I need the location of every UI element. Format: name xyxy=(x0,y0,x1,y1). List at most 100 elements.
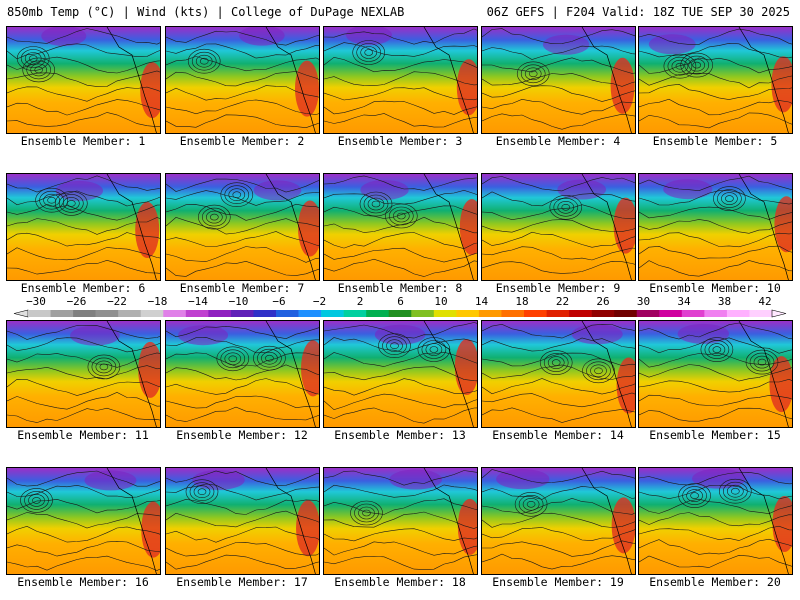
wind-contour xyxy=(166,190,319,206)
low-pressure-swirl xyxy=(360,46,378,59)
low-pressure-swirl xyxy=(686,489,703,502)
colorbar-label: 6 xyxy=(397,295,404,308)
low-pressure-swirl xyxy=(354,503,379,523)
wind-contour xyxy=(482,337,635,352)
wind-contour xyxy=(482,497,635,515)
low-pressure-swirl xyxy=(209,213,219,221)
member-caption: Ensemble Member: 16 xyxy=(17,575,149,589)
temperature-map xyxy=(482,27,635,133)
member-caption: Ensemble Member: 11 xyxy=(17,428,149,442)
temperature-map xyxy=(482,321,635,427)
wind-contour xyxy=(7,43,160,60)
low-pressure-swirl xyxy=(590,364,607,378)
temperature-map xyxy=(166,468,319,574)
colorbar-swatch xyxy=(726,310,750,317)
low-pressure-swirl xyxy=(757,358,767,366)
low-pressure-swirl xyxy=(518,494,544,514)
low-pressure-swirl xyxy=(688,58,706,72)
wind-contour xyxy=(7,365,160,380)
coastline xyxy=(581,174,632,280)
member-caption: Ensemble Member: 7 xyxy=(179,281,305,295)
wind-contour xyxy=(7,555,160,571)
wind-contour xyxy=(482,98,635,115)
low-pressure-swirl xyxy=(690,492,699,499)
ensemble-panel xyxy=(6,173,161,281)
wind-contour xyxy=(639,28,792,45)
temperature-map xyxy=(166,27,319,133)
cold-pocket xyxy=(692,468,746,489)
run-valid-time: 06Z GEFS | F204 Valid: 18Z TUE SEP 30 20… xyxy=(486,5,790,19)
wind-contour xyxy=(482,45,635,60)
warm-anomaly xyxy=(456,59,477,116)
ensemble-panel xyxy=(638,320,793,428)
member-caption: Ensemble Member: 4 xyxy=(495,134,621,148)
low-pressure-swirl xyxy=(526,500,536,508)
coastline xyxy=(106,174,157,280)
wind-contour xyxy=(639,322,792,340)
warm-anomaly xyxy=(610,57,635,114)
low-pressure-swirl xyxy=(352,40,386,65)
colorbar-label: 22 xyxy=(556,295,569,308)
low-pressure-swirl xyxy=(356,43,382,62)
wind-contour xyxy=(7,540,160,557)
colorbar-swatch xyxy=(614,310,638,317)
wind-contour xyxy=(166,483,319,501)
low-pressure-swirl xyxy=(680,52,714,78)
wind-contour xyxy=(639,407,792,422)
wind-contour xyxy=(7,337,160,353)
wind-contour xyxy=(166,99,319,115)
low-pressure-swirl xyxy=(727,484,744,498)
low-pressure-swirl xyxy=(721,192,738,205)
ensemble-panel xyxy=(323,26,478,134)
member-caption: Ensemble Member: 9 xyxy=(495,281,621,295)
low-pressure-swirl xyxy=(362,509,371,517)
colorbar-label: −26 xyxy=(67,295,87,308)
wind-contour xyxy=(166,364,319,381)
low-pressure-swirl xyxy=(359,191,393,217)
wind-contour xyxy=(324,100,477,115)
colorbar-max-arrow xyxy=(771,309,787,318)
wind-contour xyxy=(166,85,319,101)
wind-contour xyxy=(482,246,635,261)
low-pressure-swirl xyxy=(358,506,375,520)
low-pressure-swirl xyxy=(522,497,540,511)
cold-pocket xyxy=(239,27,285,46)
temperature-map xyxy=(639,321,792,427)
colorbar-swatch xyxy=(50,310,74,317)
coastline xyxy=(738,27,789,133)
wind-contour xyxy=(166,203,319,221)
ensemble-panel xyxy=(638,26,793,134)
warm-anomaly xyxy=(140,62,160,119)
coastline xyxy=(265,468,316,574)
wind-contour xyxy=(7,86,160,102)
wind-contour xyxy=(639,57,792,74)
low-pressure-swirl xyxy=(189,482,215,502)
low-pressure-swirl xyxy=(594,367,603,375)
wind-contour xyxy=(639,245,792,260)
temperature-map xyxy=(324,27,477,133)
wind-contour xyxy=(324,337,477,353)
low-pressure-swirl xyxy=(524,67,542,81)
colorbar-swatch xyxy=(681,310,705,317)
wind-contour xyxy=(482,553,635,570)
wind-contour xyxy=(324,484,477,498)
wind-contour xyxy=(7,512,160,529)
low-pressure-swirl xyxy=(586,361,611,381)
wind-contour xyxy=(324,175,477,191)
low-pressure-swirl xyxy=(547,356,565,369)
low-pressure-swirl xyxy=(704,340,730,359)
warm-anomaly xyxy=(616,357,635,414)
temperature-map xyxy=(324,174,477,280)
wind-contour xyxy=(7,112,160,128)
colorbar-swatch xyxy=(276,310,299,317)
wind-contour xyxy=(166,43,319,59)
colorbar-label: −2 xyxy=(313,295,326,308)
coastline xyxy=(581,321,632,427)
wind-contour xyxy=(7,525,160,543)
colorbar-swatch xyxy=(95,310,119,317)
low-pressure-swirl xyxy=(26,60,52,80)
coastline xyxy=(265,27,316,133)
low-pressure-swirl xyxy=(228,355,238,363)
wind-contour xyxy=(639,554,792,568)
wind-contour xyxy=(482,57,635,74)
